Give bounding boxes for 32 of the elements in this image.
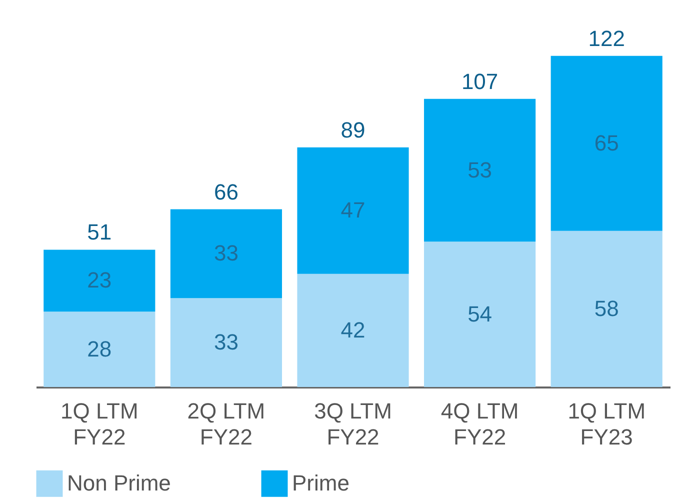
data-label: 53 — [468, 157, 492, 182]
data-label: 33 — [214, 330, 238, 355]
x-tick-label: 1Q LTM FY23 — [568, 398, 646, 450]
total-label: 89 — [340, 117, 366, 142]
bar — [44, 250, 156, 312]
x-tick-label: 2Q LTM FY22 — [187, 398, 266, 450]
total-label: 107 — [461, 68, 498, 94]
legend-label: Non Prime — [67, 470, 171, 496]
data-label: 54 — [468, 301, 492, 326]
bar — [297, 147, 409, 274]
bar — [170, 209, 282, 298]
bar — [550, 56, 662, 231]
bar — [170, 298, 282, 387]
x-tick-label: 3Q LTM FY22 — [314, 398, 392, 450]
data-label: 28 — [87, 336, 112, 362]
bar — [44, 312, 156, 387]
total-label: 122 — [588, 26, 625, 51]
legend-label: Prime — [292, 470, 350, 496]
data-label: 23 — [87, 268, 112, 293]
data-label: 47 — [340, 198, 366, 223]
total-label: 66 — [214, 179, 238, 204]
x-tick-label: 4Q LTM FY22 — [440, 398, 519, 450]
total-label: 51 — [87, 220, 112, 245]
x-tick-label: 1Q LTM FY22 — [60, 398, 138, 450]
bar — [424, 242, 536, 387]
data-label: 58 — [594, 296, 619, 321]
data-label: 42 — [340, 317, 366, 342]
data-label: 65 — [594, 130, 619, 156]
bar — [297, 274, 409, 387]
bar — [424, 98, 536, 242]
bar — [550, 230, 662, 387]
data-label: 33 — [214, 240, 238, 266]
